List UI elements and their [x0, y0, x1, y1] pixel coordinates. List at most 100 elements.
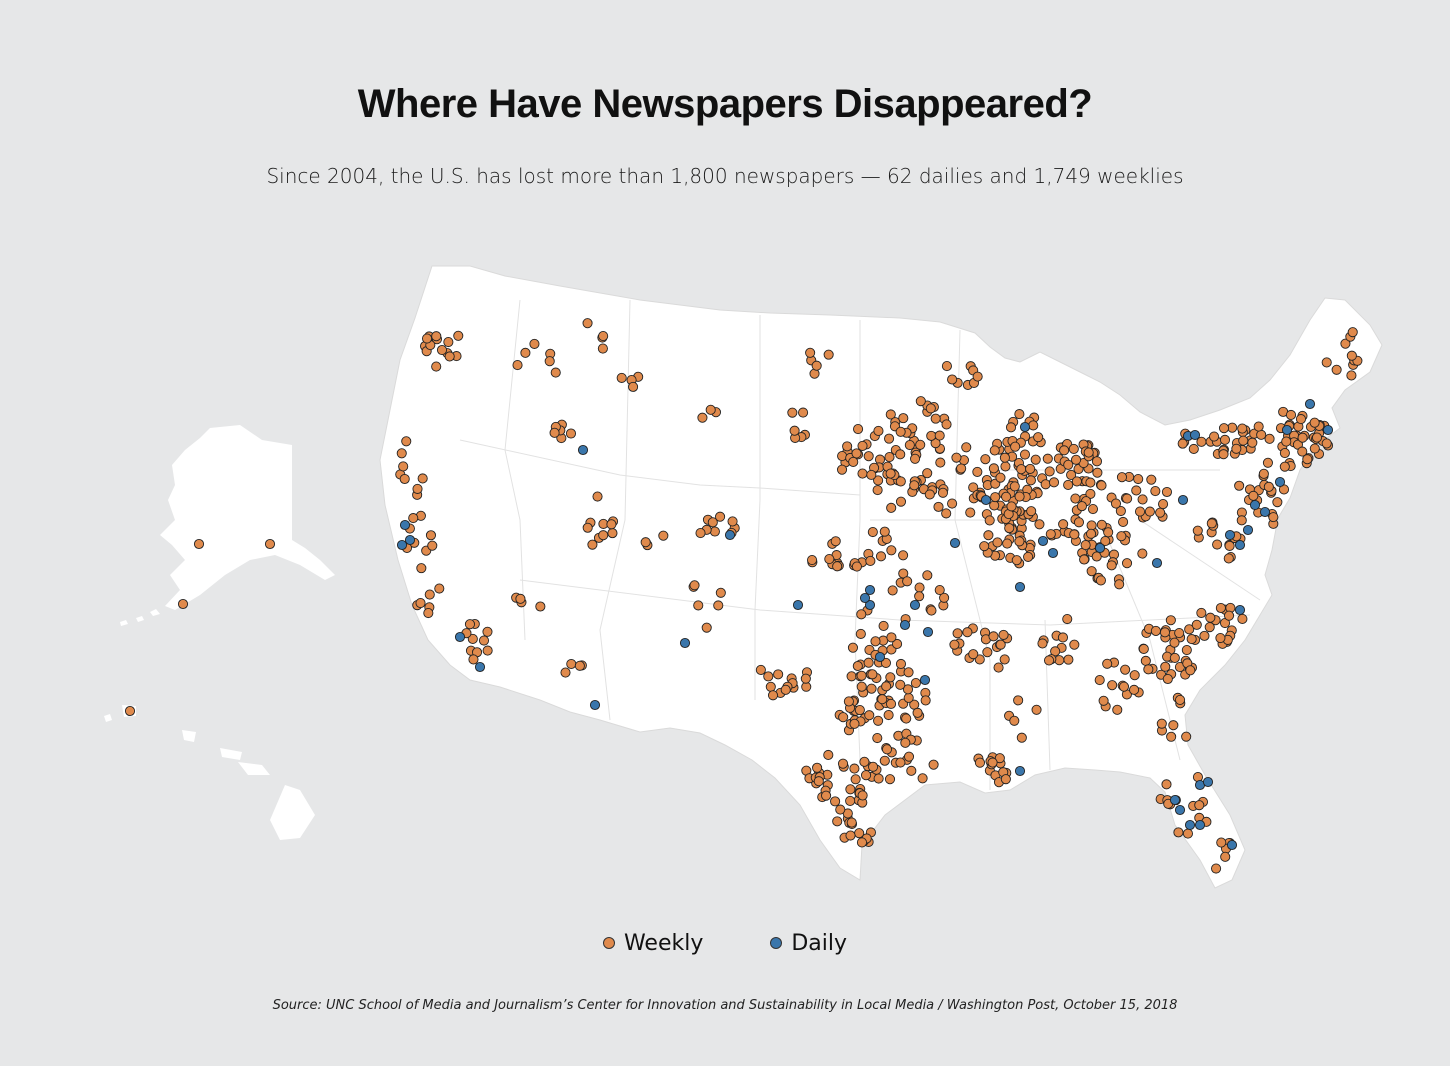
weekly-marker [396, 448, 407, 459]
weekly-marker [910, 453, 921, 464]
weekly-marker [1110, 498, 1122, 509]
weekly-marker [884, 452, 895, 463]
weekly-marker [1118, 516, 1129, 528]
weekly-marker [880, 657, 892, 668]
weekly-marker [1059, 445, 1070, 456]
weekly-marker [1028, 420, 1039, 431]
weekly-marker [846, 817, 857, 828]
daily-marker [396, 539, 408, 551]
weekly-marker [863, 657, 874, 668]
weekly-marker [837, 451, 848, 462]
weekly-marker [549, 427, 560, 438]
weekly-marker [1068, 443, 1079, 454]
weekly-marker [1134, 506, 1146, 517]
weekly-marker [807, 554, 818, 566]
weekly-marker [881, 744, 893, 755]
weekly-marker [910, 677, 921, 689]
weekly-marker [1169, 652, 1180, 663]
weekly-marker [566, 658, 577, 670]
weekly-marker [800, 673, 811, 684]
weekly-marker [1206, 518, 1217, 529]
weekly-marker [875, 551, 887, 562]
weekly-marker [417, 473, 428, 484]
weekly-marker [1034, 519, 1045, 530]
daily-marker [864, 599, 876, 611]
weekly-marker [1043, 655, 1055, 666]
weekly-marker [915, 396, 926, 407]
weekly-marker [850, 774, 861, 785]
weekly-marker [1120, 664, 1131, 675]
weekly-marker [849, 763, 860, 774]
weekly-marker [1086, 566, 1097, 577]
weekly-marker [705, 404, 716, 415]
weekly-marker [999, 452, 1010, 463]
weekly-marker [695, 528, 706, 539]
daily-marker [1177, 494, 1189, 506]
weekly-marker [1347, 327, 1358, 338]
weekly-marker [1091, 456, 1103, 467]
daily-marker [1249, 499, 1261, 511]
weekly-marker [1185, 665, 1196, 676]
weekly-marker [423, 607, 434, 619]
weekly-marker [830, 796, 841, 807]
weekly-marker [598, 331, 609, 342]
weekly-marker [1215, 632, 1226, 644]
weekly-marker [773, 669, 784, 680]
weekly-marker [1121, 558, 1133, 569]
weekly-marker [965, 507, 976, 518]
daily-marker [1037, 535, 1049, 547]
weekly-marker [902, 684, 914, 695]
weekly-marker [937, 487, 949, 498]
weekly-marker [877, 694, 888, 705]
weekly-marker [848, 456, 859, 467]
weekly-marker [1066, 469, 1077, 481]
weekly-marker [857, 440, 868, 451]
weekly-marker [765, 681, 776, 692]
weekly-marker [1000, 461, 1011, 472]
weekly-marker [832, 816, 843, 827]
weekly-marker [878, 620, 889, 632]
weekly-marker [1215, 602, 1226, 614]
weekly-marker [860, 770, 872, 781]
weekly-marker [1014, 409, 1025, 420]
weekly-marker [1058, 519, 1069, 530]
weekly-marker [1309, 443, 1320, 454]
weekly-marker [787, 407, 798, 418]
legend-label-weekly: Weekly [623, 930, 704, 956]
daily-marker [899, 619, 911, 631]
weekly-marker [903, 692, 914, 703]
weekly-marker [515, 593, 526, 604]
weekly-marker [1150, 486, 1161, 497]
weekly-marker [915, 439, 926, 450]
weekly-marker [895, 679, 906, 690]
weekly-marker [866, 469, 877, 480]
daily-marker [1234, 539, 1246, 551]
us-map [104, 265, 1383, 889]
weekly-marker [1237, 613, 1248, 625]
weekly-marker [885, 409, 896, 420]
weekly-marker [851, 448, 862, 459]
weekly-marker [886, 545, 897, 556]
weekly-marker [1102, 658, 1113, 669]
weekly-marker [1272, 497, 1283, 508]
weekly-marker [857, 468, 868, 479]
weekly-marker [763, 671, 774, 682]
weekly-marker [992, 537, 1003, 548]
daily-marker [399, 519, 411, 531]
weekly-marker [813, 776, 824, 787]
weekly-marker [1085, 477, 1096, 488]
weekly-marker [1030, 454, 1041, 465]
daily-marker [474, 661, 486, 673]
weekly-marker [1302, 454, 1313, 465]
weekly-marker [972, 371, 983, 382]
weekly-marker [1181, 645, 1192, 656]
weekly-marker [895, 658, 907, 670]
weekly-marker [1070, 454, 1082, 465]
weekly-marker [930, 438, 941, 449]
weekly-marker [1204, 622, 1215, 633]
weekly-marker [873, 773, 884, 784]
weekly-marker [598, 530, 609, 541]
weekly-marker [846, 671, 857, 682]
weekly-marker [529, 338, 540, 349]
weekly-marker [1143, 664, 1154, 675]
